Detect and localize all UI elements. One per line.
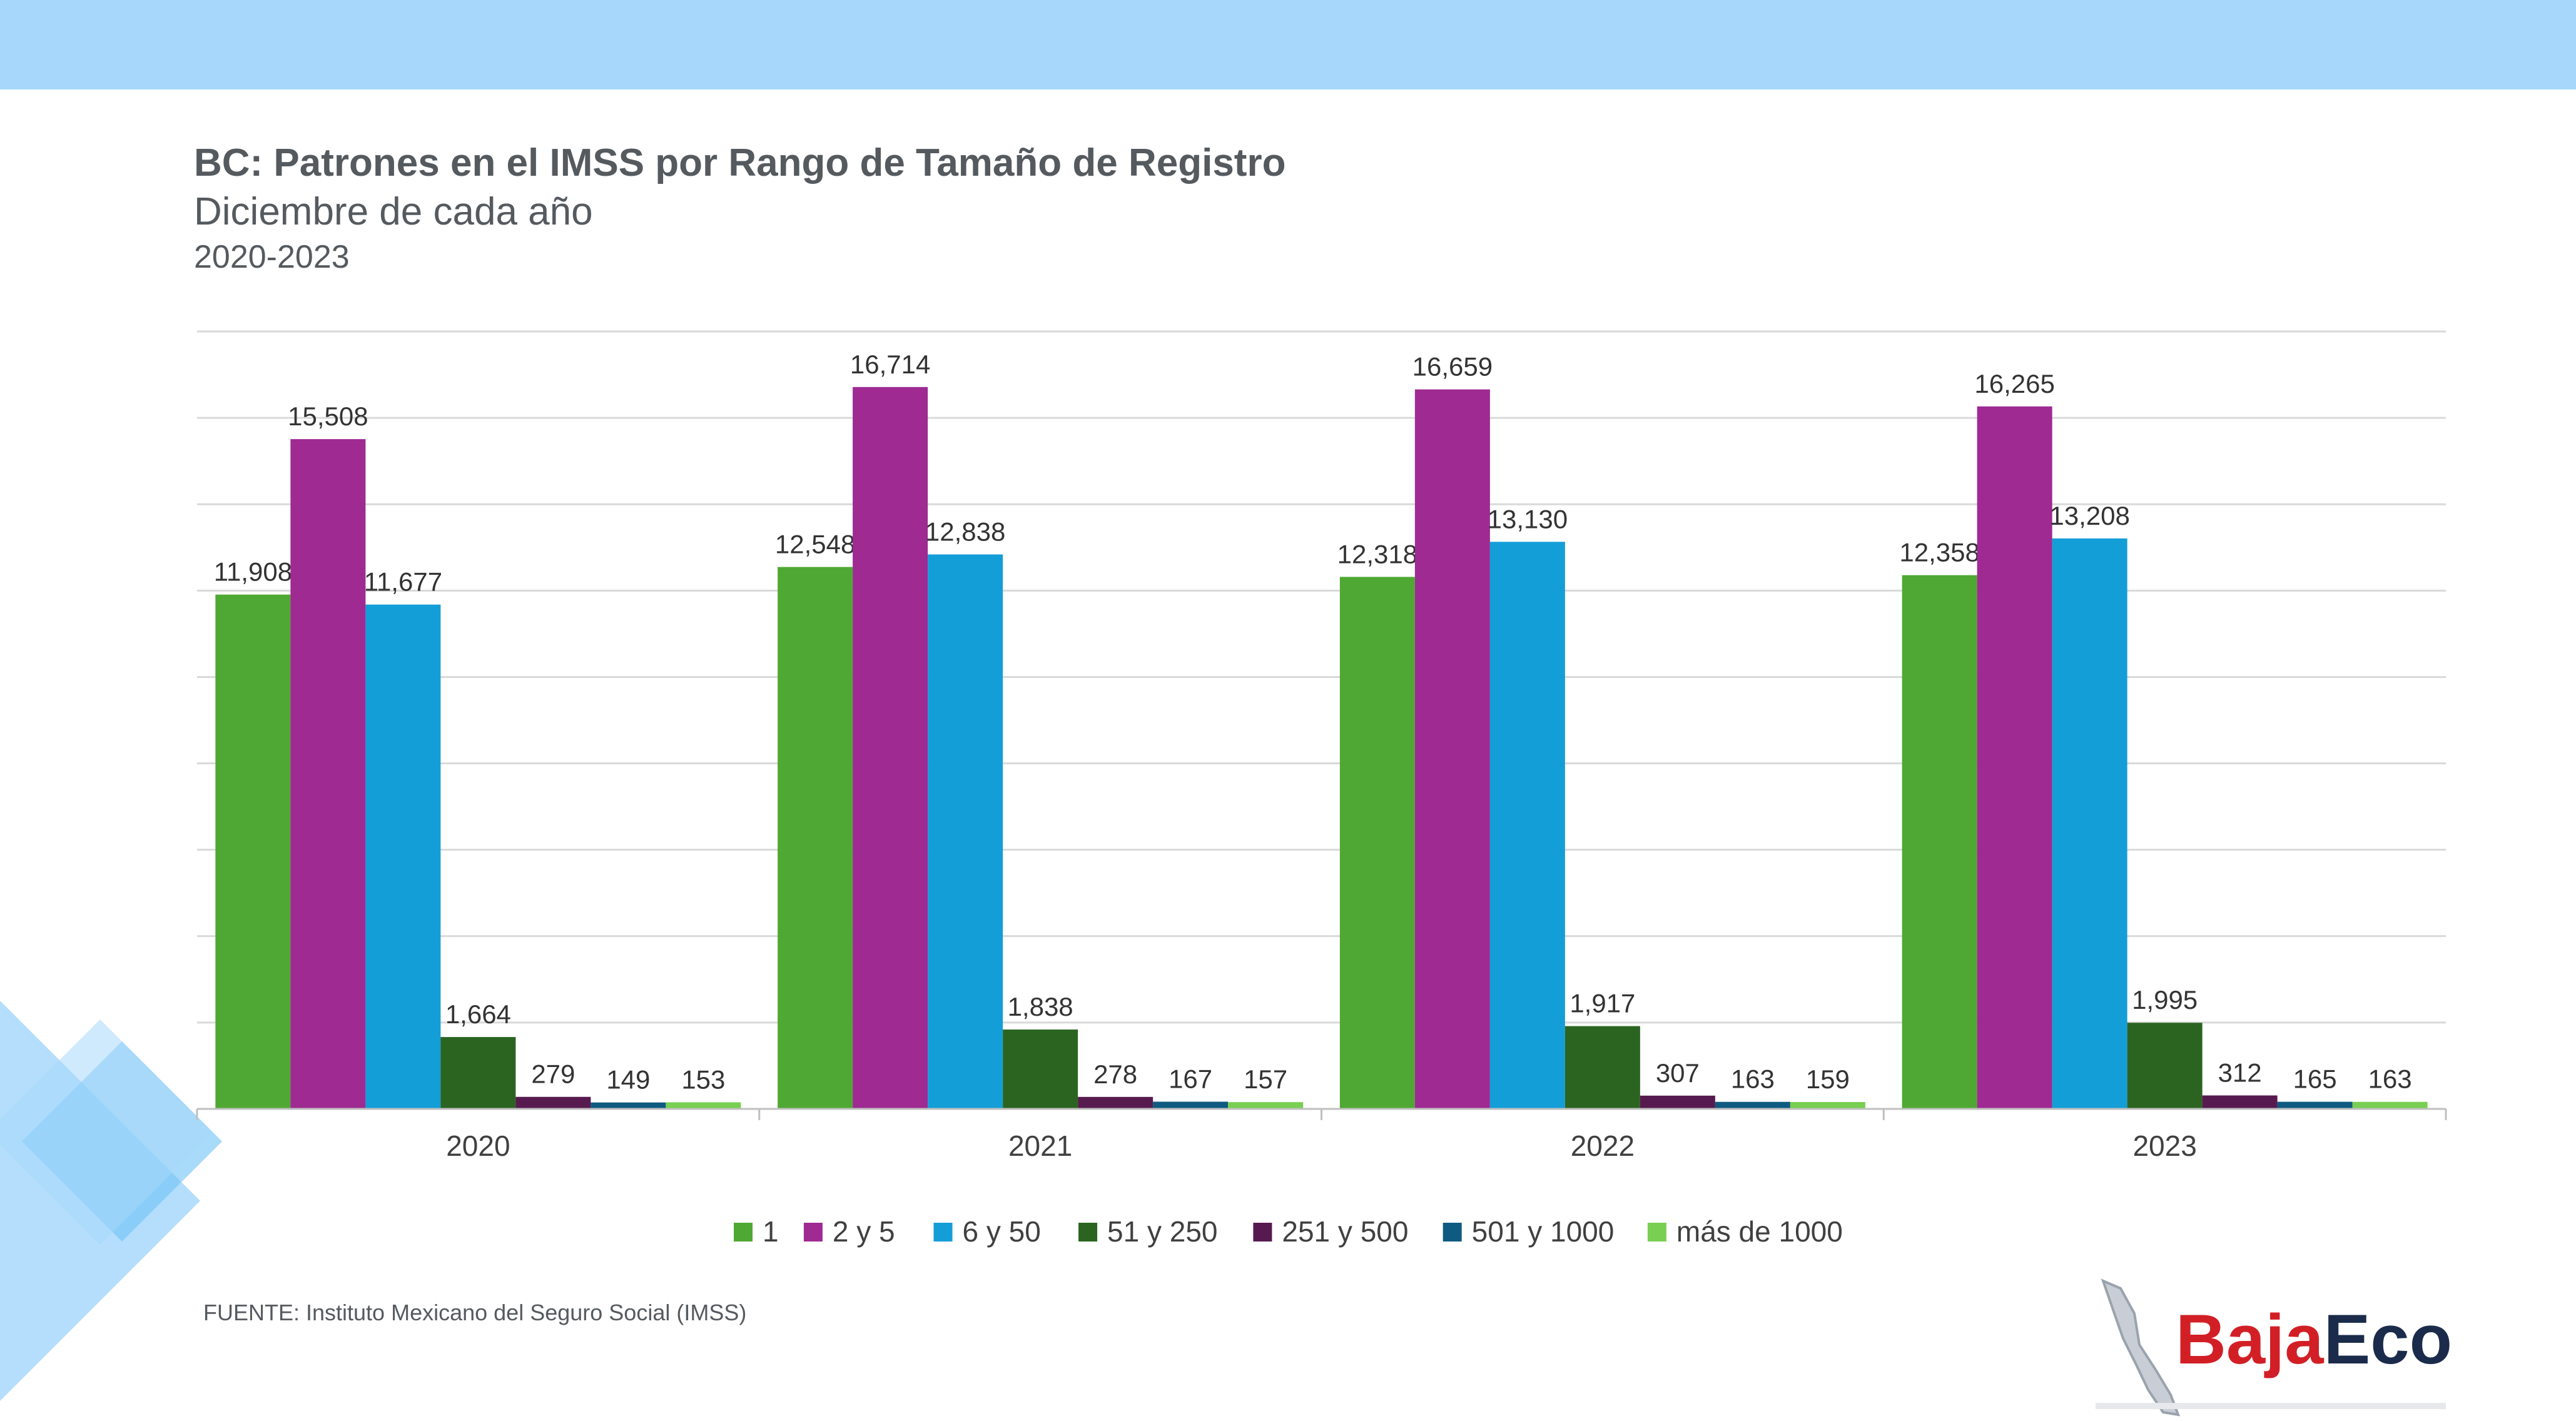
data-label: 167	[1169, 1064, 1212, 1093]
data-label: 16,659	[1412, 352, 1493, 382]
data-label: 165	[2293, 1064, 2337, 1094]
bar	[1489, 542, 1565, 1109]
bar	[1339, 577, 1415, 1109]
bar	[1715, 1101, 1790, 1109]
bar	[2052, 538, 2127, 1109]
baja-california-map-icon	[2101, 1278, 2181, 1417]
svg-text:BajaEco: BajaEco	[2176, 1300, 2452, 1378]
legend-label: más de 1000	[1676, 1215, 1843, 1248]
data-label: 278	[1093, 1059, 1137, 1089]
data-label: 1,995	[2132, 985, 2198, 1014]
bar	[591, 1102, 666, 1109]
bar	[928, 554, 1003, 1109]
data-label: 149	[606, 1065, 650, 1095]
data-label: 307	[1656, 1058, 1700, 1088]
bar	[1153, 1101, 1229, 1109]
data-label: 312	[2218, 1058, 2262, 1087]
x-tick-label: 2021	[1008, 1130, 1072, 1162]
bar	[215, 594, 291, 1109]
bar	[440, 1037, 516, 1109]
legend-swatch	[1647, 1223, 1666, 1241]
x-tick-label: 2020	[446, 1130, 510, 1162]
legend-label: 2 y 5	[833, 1215, 895, 1248]
legend-swatch	[933, 1223, 953, 1241]
chart-period: 2020-2023	[194, 239, 350, 275]
bar	[1078, 1096, 1154, 1109]
source-note: FUENTE: Instituto Mexicano del Seguro So…	[203, 1300, 747, 1325]
decorative-diamonds	[0, 1001, 222, 1401]
chart-subtitle: Diciembre de cada año	[194, 190, 593, 233]
bar	[1790, 1102, 1865, 1109]
legend-label: 6 y 50	[963, 1215, 1041, 1248]
bar	[1414, 389, 1490, 1109]
data-label: 16,714	[850, 350, 930, 379]
data-label: 11,908	[214, 557, 292, 587]
bar	[2202, 1095, 2278, 1109]
bar	[1003, 1029, 1078, 1109]
bar	[2277, 1101, 2353, 1109]
data-label: 12,358	[1899, 538, 1979, 567]
legend-swatch	[1443, 1223, 1462, 1241]
chart-title: BC: Patrones en el IMSS por Rango de Tam…	[194, 141, 1286, 185]
bar	[1902, 575, 1977, 1109]
data-label: 159	[1806, 1064, 1850, 1094]
data-label: 1,664	[445, 999, 511, 1029]
data-label: 13,130	[1488, 504, 1568, 534]
legend-label: 1	[763, 1215, 779, 1248]
bar	[2352, 1101, 2428, 1109]
data-label: 11,677	[364, 567, 442, 597]
data-label: 1,838	[1008, 992, 1073, 1021]
legend-swatch	[734, 1223, 753, 1241]
data-label: 13,208	[2049, 501, 2129, 530]
logo-text-eco: Eco	[2324, 1300, 2452, 1378]
logo-text-baja: Baja	[2176, 1300, 2324, 1378]
data-label: 163	[2368, 1064, 2412, 1094]
bar	[2127, 1023, 2203, 1109]
bar	[666, 1102, 741, 1109]
data-label: 12,838	[925, 517, 1005, 546]
legend-swatch	[1253, 1223, 1272, 1241]
data-label: 16,265	[1974, 369, 2054, 398]
data-label: 157	[1244, 1064, 1287, 1094]
bar	[1640, 1095, 1715, 1109]
bar	[1564, 1026, 1640, 1109]
legend-label: 51 y 250	[1107, 1215, 1217, 1248]
bar	[515, 1096, 591, 1109]
data-label: 163	[1731, 1064, 1775, 1094]
x-tick-label: 2023	[2132, 1130, 2196, 1162]
legend-label: 501 y 1000	[1472, 1215, 1615, 1248]
data-label: 1,917	[1569, 989, 1635, 1018]
header-band	[0, 0, 2576, 89]
legend-swatch	[1078, 1223, 1098, 1241]
bar	[778, 567, 853, 1109]
bar	[1977, 406, 2052, 1109]
bar-chart: 11,908 12,548 12,318 12,358 15,508 16,714 16,6…	[196, 330, 2447, 1248]
bar	[1228, 1102, 1304, 1109]
x-tick-label: 2022	[1571, 1130, 1635, 1162]
data-label: 15,508	[288, 402, 368, 431]
data-label: 279	[531, 1059, 575, 1089]
deco-diamond-light	[0, 1019, 213, 1245]
bar	[853, 387, 928, 1109]
bar	[365, 604, 441, 1109]
data-label: 12,548	[775, 529, 855, 559]
legend-swatch	[803, 1223, 823, 1241]
bajaeco-logo: BajaEco	[2096, 1278, 2452, 1417]
legend-label: 251 y 500	[1282, 1215, 1408, 1248]
title-block: BC: Patrones en el IMSS por Rango de Tam…	[194, 139, 1285, 278]
bar	[290, 439, 366, 1109]
data-label: 153	[681, 1064, 725, 1094]
data-label: 12,318	[1337, 539, 1417, 569]
